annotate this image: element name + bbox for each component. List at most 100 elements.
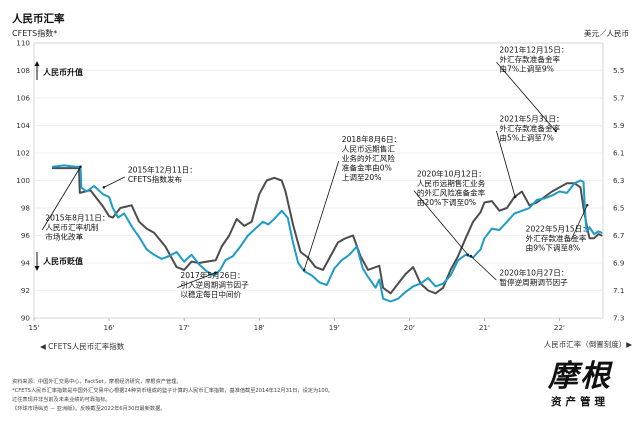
annotation-text-2-1: 引入逆周期调节因子 xyxy=(180,280,249,290)
x-tick-label-5: 20' xyxy=(404,323,415,332)
annotation-point-4 xyxy=(466,253,470,256)
x-tick-label-3: 18' xyxy=(254,323,265,332)
left-tick-label-9: 108 xyxy=(16,66,30,75)
right-tick-label-2: 5.9 xyxy=(613,121,625,130)
annotation-text-7-1: 外汇存款准备金率 xyxy=(499,54,560,64)
annotation-point-6 xyxy=(513,195,517,199)
right-tick-label-0: 5.5 xyxy=(613,66,624,75)
annotation-text-5-1: 暂停逆周期调节因子 xyxy=(499,277,568,287)
annotation-leader-2 xyxy=(177,272,216,288)
left-tick-label-10: 110 xyxy=(16,39,30,48)
annotation-text-6-0: 2021年5月31日： xyxy=(499,113,563,123)
annotation-text-6-1: 外汇存款准备金率 xyxy=(499,123,560,133)
series xyxy=(51,164,603,303)
down-label: 人民币贬值 xyxy=(43,256,83,266)
left-tick-label-6: 102 xyxy=(16,149,30,158)
left-tick-label-1: 92 xyxy=(21,286,30,295)
legend-usdcny: 人民币汇率（倒置刻度）▶ xyxy=(544,339,632,349)
chart-title: 人民币汇率 xyxy=(12,12,65,25)
appreciation-indicator: 人民币升值 xyxy=(34,61,83,80)
right-tick-label-5: 6.5 xyxy=(613,204,624,213)
annotation-text-2-2: 以稳定每日中间价 xyxy=(180,289,241,299)
annotation-text-2-0: 2017年5月26日： xyxy=(180,270,244,280)
right-tick-label-8: 7.1 xyxy=(613,286,624,295)
annotation-5: 2020年10月27日：暂停逆周期调节因子 xyxy=(469,254,568,287)
x-tick-label-7: 22' xyxy=(554,323,565,332)
x-tick-label-6: 21' xyxy=(479,323,490,332)
annotation-point-2 xyxy=(214,271,217,274)
annotation-point-3 xyxy=(303,268,306,272)
left-tick-label-5: 100 xyxy=(16,176,30,185)
annotation-text-3-3: 准备金率由0% xyxy=(342,163,392,173)
right-tick-label-9: 7.3 xyxy=(613,314,624,323)
left-tick-label-3: 96 xyxy=(21,231,31,240)
axes: 90 92 94 96 98 100 102 104 106 108 110 5.5 5.7 5.9 6.1… xyxy=(16,39,625,333)
annotation-text-0-1: 人民币汇率机制 xyxy=(45,222,99,232)
grid xyxy=(33,42,604,319)
right-tick-label-3: 6.1 xyxy=(613,149,624,158)
left-tick-label-4: 98 xyxy=(21,204,31,213)
logo-sub: 资产管理 xyxy=(551,396,609,408)
x-tick-label-2: 17' xyxy=(179,323,190,332)
annotation-point-8 xyxy=(586,204,589,207)
annotation-leader-0 xyxy=(41,166,81,231)
annotation-leader-7 xyxy=(496,61,557,132)
annotation-text-0-2: 市场化改革 xyxy=(45,231,83,241)
annotation-text-7-0: 2021年12月15日： xyxy=(499,45,568,55)
footer-note: *CFETS人民币汇率指数是中国外汇交易中心根据24种货币组成的篮子计算的人民币… xyxy=(12,388,334,394)
annotation-point-7 xyxy=(554,129,557,133)
annotation-point-1 xyxy=(102,186,106,189)
annotation-text-3-4: 上调至20% xyxy=(342,173,382,182)
annotation-text-8-2: 由9%下调至8% xyxy=(526,242,580,252)
footer-source: 资料来源：中国外汇交易中心，FactSet，摩根经济研究，摩根资产管理。 xyxy=(12,379,182,385)
annotation-text-4-1: 人民币远期售汇业务 xyxy=(417,178,486,188)
left-tick-label-0: 90 xyxy=(21,314,31,323)
annotation-text-1-0: 2015年12月11日： xyxy=(128,164,197,174)
annotation-leader-8 xyxy=(570,205,588,242)
annotation-text-0-0: 2015年8月11日： xyxy=(45,212,109,222)
annotation-text-3-2: 业务的外汇风险 xyxy=(342,153,396,163)
annotation-text-7-2: 由7%上调至9% xyxy=(499,64,553,74)
left-axis-label: CFETS指数* xyxy=(12,28,57,38)
right-tick-label-7: 6.9 xyxy=(613,259,625,268)
annotation-leader-6 xyxy=(496,130,516,198)
brand-logo: 摩根 资产管理 xyxy=(534,360,626,409)
annotation-text-3-1: 人民币远期售汇 xyxy=(342,144,396,154)
right-tick-label-4: 6.3 xyxy=(613,176,624,185)
annotation-point-5 xyxy=(469,254,473,258)
series-line-0 xyxy=(51,164,603,303)
annotation-text-4-2: 的外汇风险准备金率 xyxy=(417,187,486,197)
footer-disclaimer: 过往表现并非当前及未来业绩的可靠指标。 xyxy=(12,397,111,403)
right-axis-label: 美元／人民币 xyxy=(584,28,629,38)
annotation-text-1-1: CFETS指数发布 xyxy=(128,174,183,184)
left-tick-label-2: 94 xyxy=(21,259,31,268)
annotation-leader-1 xyxy=(103,176,126,188)
logo-main: 摩根 xyxy=(548,359,612,394)
down-arrowhead-icon xyxy=(34,266,40,271)
annotation-text-6-2: 由5%上调至7% xyxy=(499,132,553,142)
depreciation-indicator: 人民币贬值 xyxy=(34,252,83,271)
left-tick-label-8: 106 xyxy=(16,94,30,103)
annotation-leader-5 xyxy=(470,255,497,281)
x-tick-label-4: 19' xyxy=(329,323,340,332)
annotation-text-8-1: 外汇存款准备金率 xyxy=(526,233,587,243)
annotation-text-4-3: 由20%下调至0% xyxy=(417,197,476,207)
legend-cfets: ◀ CFETS人民币汇率指数 xyxy=(40,341,125,351)
left-tick-label-7: 104 xyxy=(16,121,30,130)
annotation-leader-3 xyxy=(303,160,340,270)
annotation-text-4-0: 2020年10月12日： xyxy=(417,168,486,178)
annotation-point-0 xyxy=(79,165,82,168)
footer-edition: 《环球市场纵览 － 亚洲版》。反映截至2022年6月30日最新数据。 xyxy=(12,406,166,412)
x-tick-label-1: 16' xyxy=(104,323,115,332)
annotation-text-8-0: 2022年5月15日： xyxy=(526,223,590,233)
right-tick-label-1: 5.7 xyxy=(613,94,624,103)
annotation-leader-4 xyxy=(413,190,469,256)
